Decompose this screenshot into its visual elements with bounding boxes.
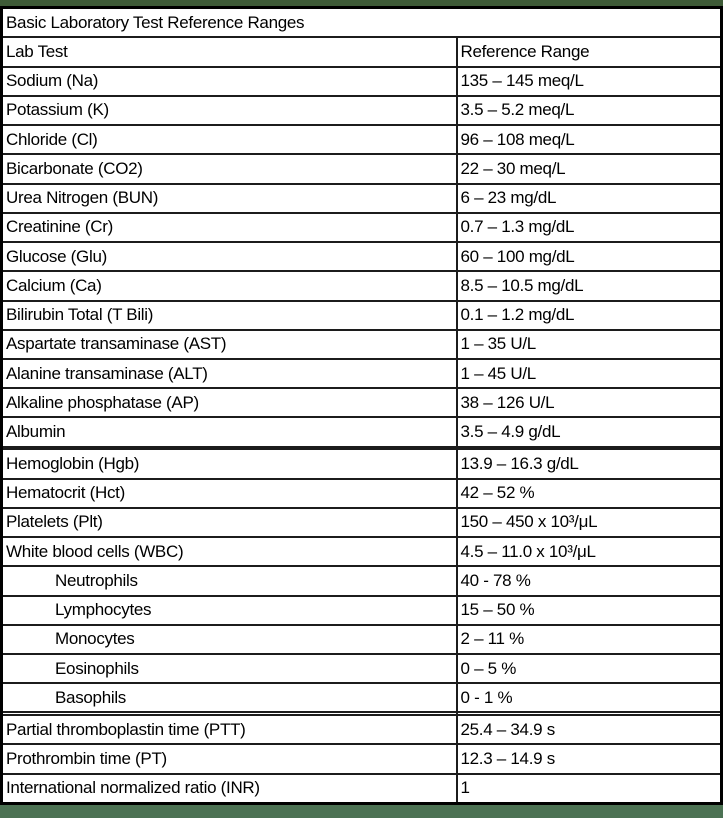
lab-test-cell: Platelets (Plt) xyxy=(0,506,458,539)
column-header-lab-test: Lab Test xyxy=(0,36,458,68)
table-row: Platelets (Plt) 150 – 450 x 10³/μL xyxy=(0,506,723,539)
lab-test-cell: Chloride (Cl) xyxy=(0,124,458,156)
reference-range-cell: 25.4 – 34.9 s xyxy=(455,714,723,746)
reference-range-cell: 8.5 – 10.5 mg/dL xyxy=(455,270,723,302)
table-row: Chloride (Cl) 96 – 108 meq/L xyxy=(0,124,723,156)
table-row: Bicarbonate (CO2) 22 – 30 meq/L xyxy=(0,153,723,185)
table-row: Alanine transaminase (ALT) 1 – 45 U/L xyxy=(0,357,723,390)
reference-range-cell: 38 – 126 U/L xyxy=(455,387,723,419)
table-row: Prothrombin time (PT) 12.3 – 14.9 s xyxy=(0,743,723,775)
reference-range-cell: 0 - 1 % xyxy=(455,682,723,714)
lab-test-cell: Neutrophils xyxy=(0,565,458,597)
bottom-green-bar xyxy=(0,805,723,818)
reference-range-cell: 1 xyxy=(455,772,723,805)
lab-test-cell: Partial thromboplastin time (PTT) xyxy=(0,714,458,746)
table-row: Eosinophils 0 – 5 % xyxy=(0,652,723,685)
reference-range-cell: 135 – 145 meq/L xyxy=(455,65,723,97)
reference-range-cell: 0 – 5 % xyxy=(455,652,723,685)
reference-range-cell: 3.5 – 4.9 g/dL xyxy=(455,416,723,448)
reference-range-cell: 6 – 23 mg/dL xyxy=(455,182,723,214)
lab-test-cell: International normalized ratio (INR) xyxy=(0,772,458,805)
reference-range-cell: 0.7 – 1.3 mg/dL xyxy=(455,211,723,244)
table-row: Albumin 3.5 – 4.9 g/dL xyxy=(0,416,723,448)
lab-test-cell: Hematocrit (Hct) xyxy=(0,477,458,509)
table-row: Potassium (K) 3.5 – 5.2 meq/L xyxy=(0,94,723,127)
table-row: Monocytes 2 – 11 % xyxy=(0,623,723,655)
reference-range-cell: 60 – 100 mg/dL xyxy=(455,241,723,273)
header-row: Lab Test Reference Range xyxy=(0,36,723,68)
table-row: Partial thromboplastin time (PTT) 25.4 –… xyxy=(0,714,723,746)
reference-range-cell: 4.5 – 11.0 x 10³/μL xyxy=(455,536,723,568)
reference-range-cell: 42 – 52 % xyxy=(455,477,723,509)
title-row: Basic Laboratory Test Reference Ranges xyxy=(0,6,723,39)
table-row: Hematocrit (Hct) 42 – 52 % xyxy=(0,477,723,509)
table-row: Glucose (Glu) 60 – 100 mg/dL xyxy=(0,241,723,273)
reference-range-cell: 1 – 35 U/L xyxy=(455,328,723,360)
table-row: Neutrophils 40 - 78 % xyxy=(0,565,723,597)
lab-test-cell: Basophils xyxy=(0,682,458,714)
table-row: White blood cells (WBC) 4.5 – 11.0 x 10³… xyxy=(0,536,723,568)
lab-test-cell: Hemoglobin (Hgb) xyxy=(0,448,458,480)
table-row: Urea Nitrogen (BUN) 6 – 23 mg/dL xyxy=(0,182,723,214)
lab-test-cell: Alkaline phosphatase (AP) xyxy=(0,387,458,419)
reference-range-cell: 40 - 78 % xyxy=(455,565,723,597)
lab-test-cell: Monocytes xyxy=(0,623,458,655)
lab-test-cell: Albumin xyxy=(0,416,458,448)
table-row: Calcium (Ca) 8.5 – 10.5 mg/dL xyxy=(0,270,723,302)
reference-range-cell: 2 – 11 % xyxy=(455,623,723,655)
lab-test-cell: Calcium (Ca) xyxy=(0,270,458,302)
table-body: Basic Laboratory Test Reference Ranges L… xyxy=(0,6,723,805)
lab-test-cell: White blood cells (WBC) xyxy=(0,536,458,568)
table-row: Lymphocytes 15 – 50 % xyxy=(0,594,723,626)
lab-test-cell: Bilirubin Total (T Bili) xyxy=(0,299,458,331)
lab-test-cell: Urea Nitrogen (BUN) xyxy=(0,182,458,214)
reference-range-cell: 96 – 108 meq/L xyxy=(455,124,723,156)
table-row: Creatinine (Cr) 0.7 – 1.3 mg/dL xyxy=(0,211,723,244)
table-row: Basophils 0 - 1 % xyxy=(0,682,723,714)
reference-range-cell: 0.1 – 1.2 mg/dL xyxy=(455,299,723,331)
reference-table: Basic Laboratory Test Reference Ranges L… xyxy=(0,6,723,805)
lab-test-cell: Sodium (Na) xyxy=(0,65,458,97)
lab-test-cell: Prothrombin time (PT) xyxy=(0,743,458,775)
reference-range-cell: 1 – 45 U/L xyxy=(455,357,723,390)
reference-range-cell: 12.3 – 14.9 s xyxy=(455,743,723,775)
table-row: Aspartate transaminase (AST) 1 – 35 U/L xyxy=(0,328,723,360)
reference-range-cell: 15 – 50 % xyxy=(455,594,723,626)
table-row: Alkaline phosphatase (AP) 38 – 126 U/L xyxy=(0,387,723,419)
reference-range-cell: 22 – 30 meq/L xyxy=(455,153,723,185)
lab-test-cell: Glucose (Glu) xyxy=(0,241,458,273)
top-green-bar xyxy=(0,0,723,6)
lab-test-cell: Alanine transaminase (ALT) xyxy=(0,357,458,390)
table-row: International normalized ratio (INR) 1 xyxy=(0,772,723,805)
table-row: Hemoglobin (Hgb) 13.9 – 16.3 g/dL xyxy=(0,448,723,480)
lab-test-cell: Eosinophils xyxy=(0,652,458,685)
lab-test-cell: Lymphocytes xyxy=(0,594,458,626)
lab-test-cell: Potassium (K) xyxy=(0,94,458,127)
reference-range-cell: 150 – 450 x 10³/μL xyxy=(455,506,723,539)
table-row: Sodium (Na) 135 – 145 meq/L xyxy=(0,65,723,97)
reference-range-cell: 13.9 – 16.3 g/dL xyxy=(455,448,723,480)
table-row: Bilirubin Total (T Bili) 0.1 – 1.2 mg/dL xyxy=(0,299,723,331)
lab-test-cell: Creatinine (Cr) xyxy=(0,211,458,244)
table-title: Basic Laboratory Test Reference Ranges xyxy=(0,6,723,39)
reference-table-container: Basic Laboratory Test Reference Ranges L… xyxy=(0,6,723,805)
lab-test-cell: Aspartate transaminase (AST) xyxy=(0,328,458,360)
lab-test-cell: Bicarbonate (CO2) xyxy=(0,153,458,185)
reference-range-cell: 3.5 – 5.2 meq/L xyxy=(455,94,723,127)
column-header-reference-range: Reference Range xyxy=(455,36,723,68)
